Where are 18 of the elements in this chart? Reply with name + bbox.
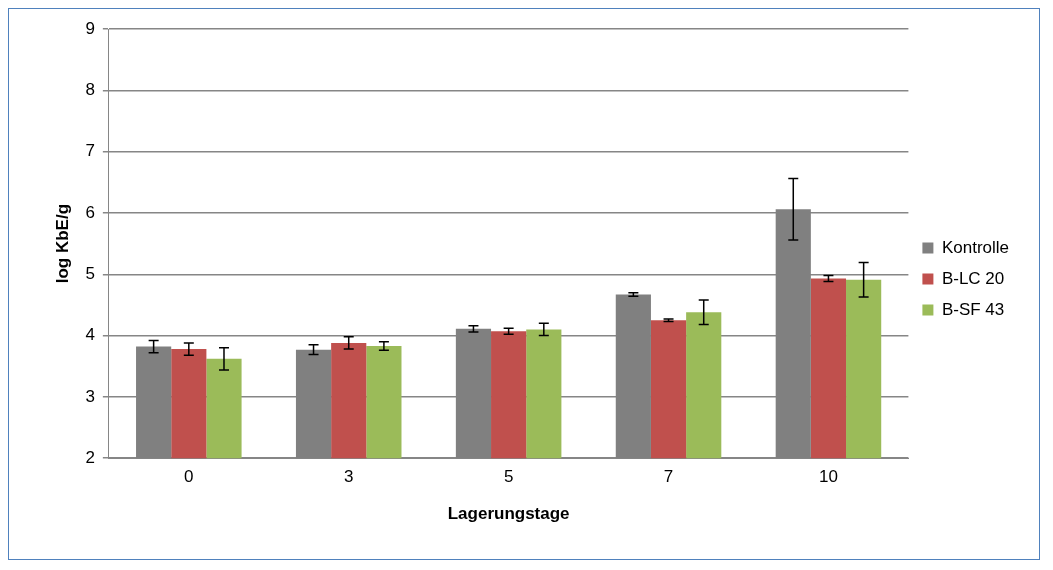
y-tick-label: 3: [85, 386, 95, 406]
y-tick-label: 6: [85, 202, 95, 222]
x-axis-title: Lagerungstage: [447, 504, 570, 524]
x-tick-label: 0: [184, 467, 194, 487]
legend-label: B-SF 43: [941, 299, 1005, 319]
x-tick-label: 7: [663, 467, 674, 487]
y-tick-label: 4: [85, 325, 95, 345]
y-tick-label: 7: [85, 141, 95, 161]
x-tick-label: 3: [343, 467, 354, 487]
y-tick-label: 9: [85, 18, 95, 38]
y-tick-label: 5: [85, 263, 95, 283]
y-tick-label: 8: [85, 80, 95, 99]
legend-label: Kontrolle: [941, 237, 1010, 257]
x-tick-label: 5: [503, 467, 514, 487]
y-axis-title: log KbE/g: [52, 203, 72, 284]
y-tick-label: 2: [85, 447, 95, 467]
x-tick-label: 10: [818, 467, 838, 487]
legend-label: B-LC 20: [941, 268, 1005, 288]
